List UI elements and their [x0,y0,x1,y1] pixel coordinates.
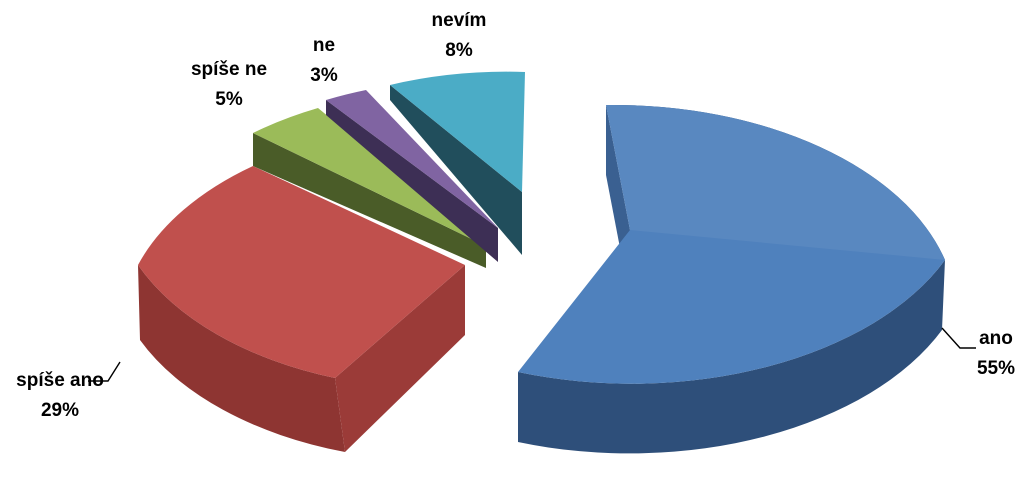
leader-line-spise-ano [88,361,121,382]
label-ne-value: 3% [310,65,338,86]
slice-spise-ne-top [253,108,486,246]
slice-ano-shine [606,104,945,260]
slice-nevim-top [390,71,525,192]
slice-ne [326,90,498,262]
label-spise-ne: spíše ne 5% [191,59,267,110]
label-spise-ano: spíše ano 29% [16,370,104,421]
slice-nevim [390,71,525,255]
label-ano-name: ano [979,328,1013,349]
slice-spise-ne [253,108,486,268]
label-nevim-value: 8% [445,40,473,61]
label-ano-value: 55% [977,358,1015,379]
label-ne: ne 3% [310,35,338,86]
label-ano: ano 55% [977,328,1015,379]
slice-spise-ano-side [138,265,345,452]
label-spise-ano-name: spíše ano [16,370,104,391]
label-spise-ano-value: 29% [41,400,79,421]
slice-spise-ano-inner-wall [335,265,465,452]
label-ne-name: ne [313,35,335,56]
label-spise-ne-value: 5% [215,89,243,110]
label-spise-ne-name: spíše ne [191,59,267,80]
slice-spise-ne-side [253,133,486,268]
leader-line-ano [941,327,976,349]
slice-ano [518,104,945,454]
slice-nevim-side [390,85,522,255]
slice-spise-ano-top [138,166,465,378]
slice-spise-ano [138,166,465,452]
slice-ano-top [518,104,945,384]
slice-ne-top [326,90,498,228]
slice-ne-side [326,100,498,262]
label-nevim: nevím 8% [432,10,487,61]
label-nevim-name: nevím [432,10,487,31]
